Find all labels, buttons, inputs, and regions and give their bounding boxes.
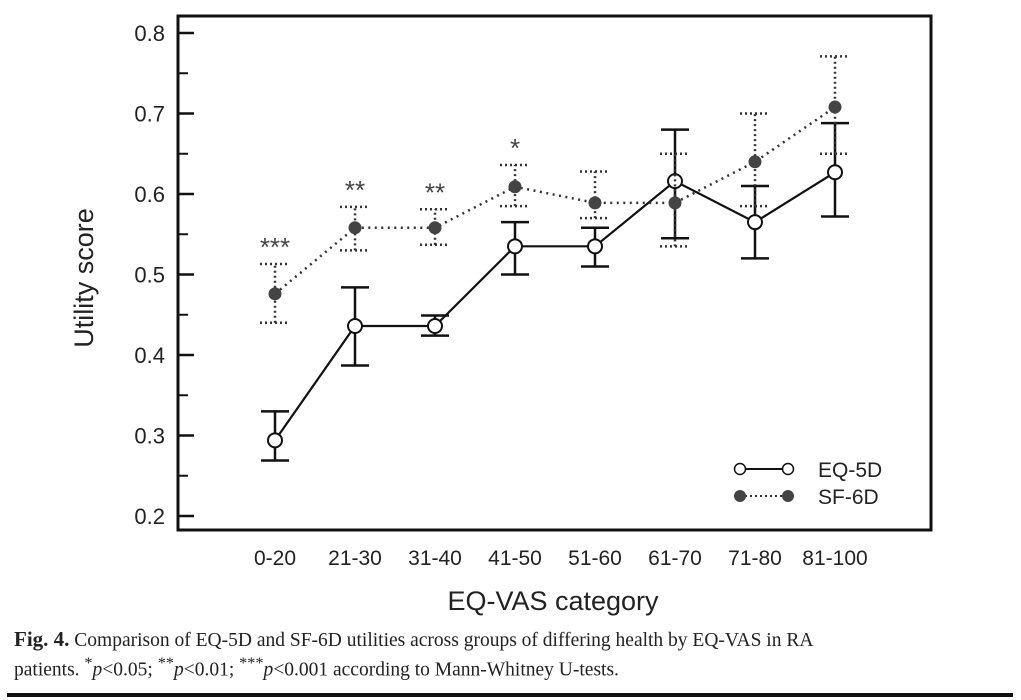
- x-tick-label: 81-100: [802, 547, 867, 570]
- series-sf6d: [260, 55, 850, 325]
- y-tick-label: 0.6: [134, 182, 165, 207]
- y-tick-label: 0.3: [134, 424, 165, 449]
- sig2-stars: **: [157, 654, 174, 672]
- significance-label: **: [425, 177, 445, 207]
- series-line: [274, 171, 836, 441]
- caption-label: Fig. 4.: [14, 627, 70, 651]
- sig3-stars: ***: [239, 654, 264, 672]
- data-point: [668, 196, 682, 210]
- data-point: [587, 238, 603, 255]
- data-point: [747, 214, 763, 231]
- sig1-stars: *: [84, 654, 93, 672]
- data-point: [507, 238, 523, 255]
- legend-sf6d-label: SF-6D: [818, 486, 879, 509]
- sig2-p: p: [173, 659, 184, 681]
- data-point: [508, 180, 522, 194]
- x-tick-label: 61-70: [648, 547, 702, 570]
- data-point: [748, 155, 762, 169]
- plot-frame: [176, 14, 933, 532]
- x-tick-label: 51-60: [568, 547, 622, 570]
- x-axis: 0-20 21-30 31-40 41-50 51-60 61-70 71-80 81-100: [254, 547, 868, 570]
- legend-sf6d-marker-right: [782, 490, 794, 502]
- y-tick-label: 0.5: [134, 263, 165, 288]
- caption-line-2: patients. *p<0.05; **p<0.01; ***p<0.001 …: [14, 652, 1014, 682]
- data-point: [588, 196, 602, 210]
- legend: EQ-5D SF-6D: [733, 459, 882, 509]
- sig2-rest: <0.01;: [183, 659, 240, 681]
- x-tick-label: 31-40: [408, 547, 462, 570]
- chart: 0.2 0.3 0.4 0.5 0.6 0.7 0.8 0-20 21-30 31-40 41-5…: [69, 14, 933, 616]
- significance-label: ***: [260, 232, 290, 262]
- data-point: [427, 318, 443, 335]
- data-point: [268, 287, 282, 301]
- y-tick-label: 0.8: [134, 21, 165, 46]
- significance-label: **: [345, 175, 365, 205]
- sig3-rest: <0.001 according to Mann-Whitney U-tests…: [273, 659, 619, 681]
- data-point: [428, 221, 442, 235]
- x-tick-label: 71-80: [728, 547, 782, 570]
- legend-sf6d-marker-left: [734, 490, 746, 502]
- data-point: [827, 164, 843, 181]
- series-line: [274, 106, 836, 295]
- bottom-rule: [7, 693, 1013, 697]
- y-tick-label: 0.2: [134, 504, 165, 529]
- significance-annotations: ***** ***: [260, 133, 520, 262]
- x-axis-title: EQ-VAS category: [447, 586, 659, 616]
- legend-eq5d-marker-right: [781, 462, 795, 476]
- sig3-p: p: [263, 659, 274, 681]
- caption-text-1: Comparison of EQ-5D and SF-6D utilities …: [69, 630, 814, 651]
- x-tick-label: 21-30: [328, 547, 382, 570]
- figure-caption: Fig. 4. Comparison of EQ-5D and SF-6D ut…: [14, 628, 1014, 682]
- data-point: [347, 318, 363, 335]
- sig1-p: p: [92, 659, 103, 681]
- significance-label: *: [510, 133, 520, 163]
- y-axis: 0.2 0.3 0.4 0.5 0.6 0.7 0.8: [134, 21, 194, 529]
- legend-eq5d-label: EQ-5D: [818, 459, 882, 482]
- series-eq5d: [261, 121, 849, 462]
- data-point: [267, 432, 283, 449]
- caption-text-2: patients.: [14, 659, 85, 681]
- data-point: [348, 221, 362, 235]
- sig1-rest: <0.05;: [102, 659, 158, 681]
- data-point: [828, 100, 842, 114]
- y-tick-label: 0.4: [134, 343, 165, 368]
- y-axis-title: Utility score: [69, 208, 99, 348]
- caption-line-1: Fig. 4. Comparison of EQ-5D and SF-6D ut…: [14, 628, 1014, 652]
- legend-eq5d-marker-left: [733, 462, 747, 476]
- x-tick-label: 0-20: [254, 547, 296, 570]
- y-tick-label: 0.7: [134, 102, 165, 127]
- x-tick-label: 41-50: [488, 547, 542, 570]
